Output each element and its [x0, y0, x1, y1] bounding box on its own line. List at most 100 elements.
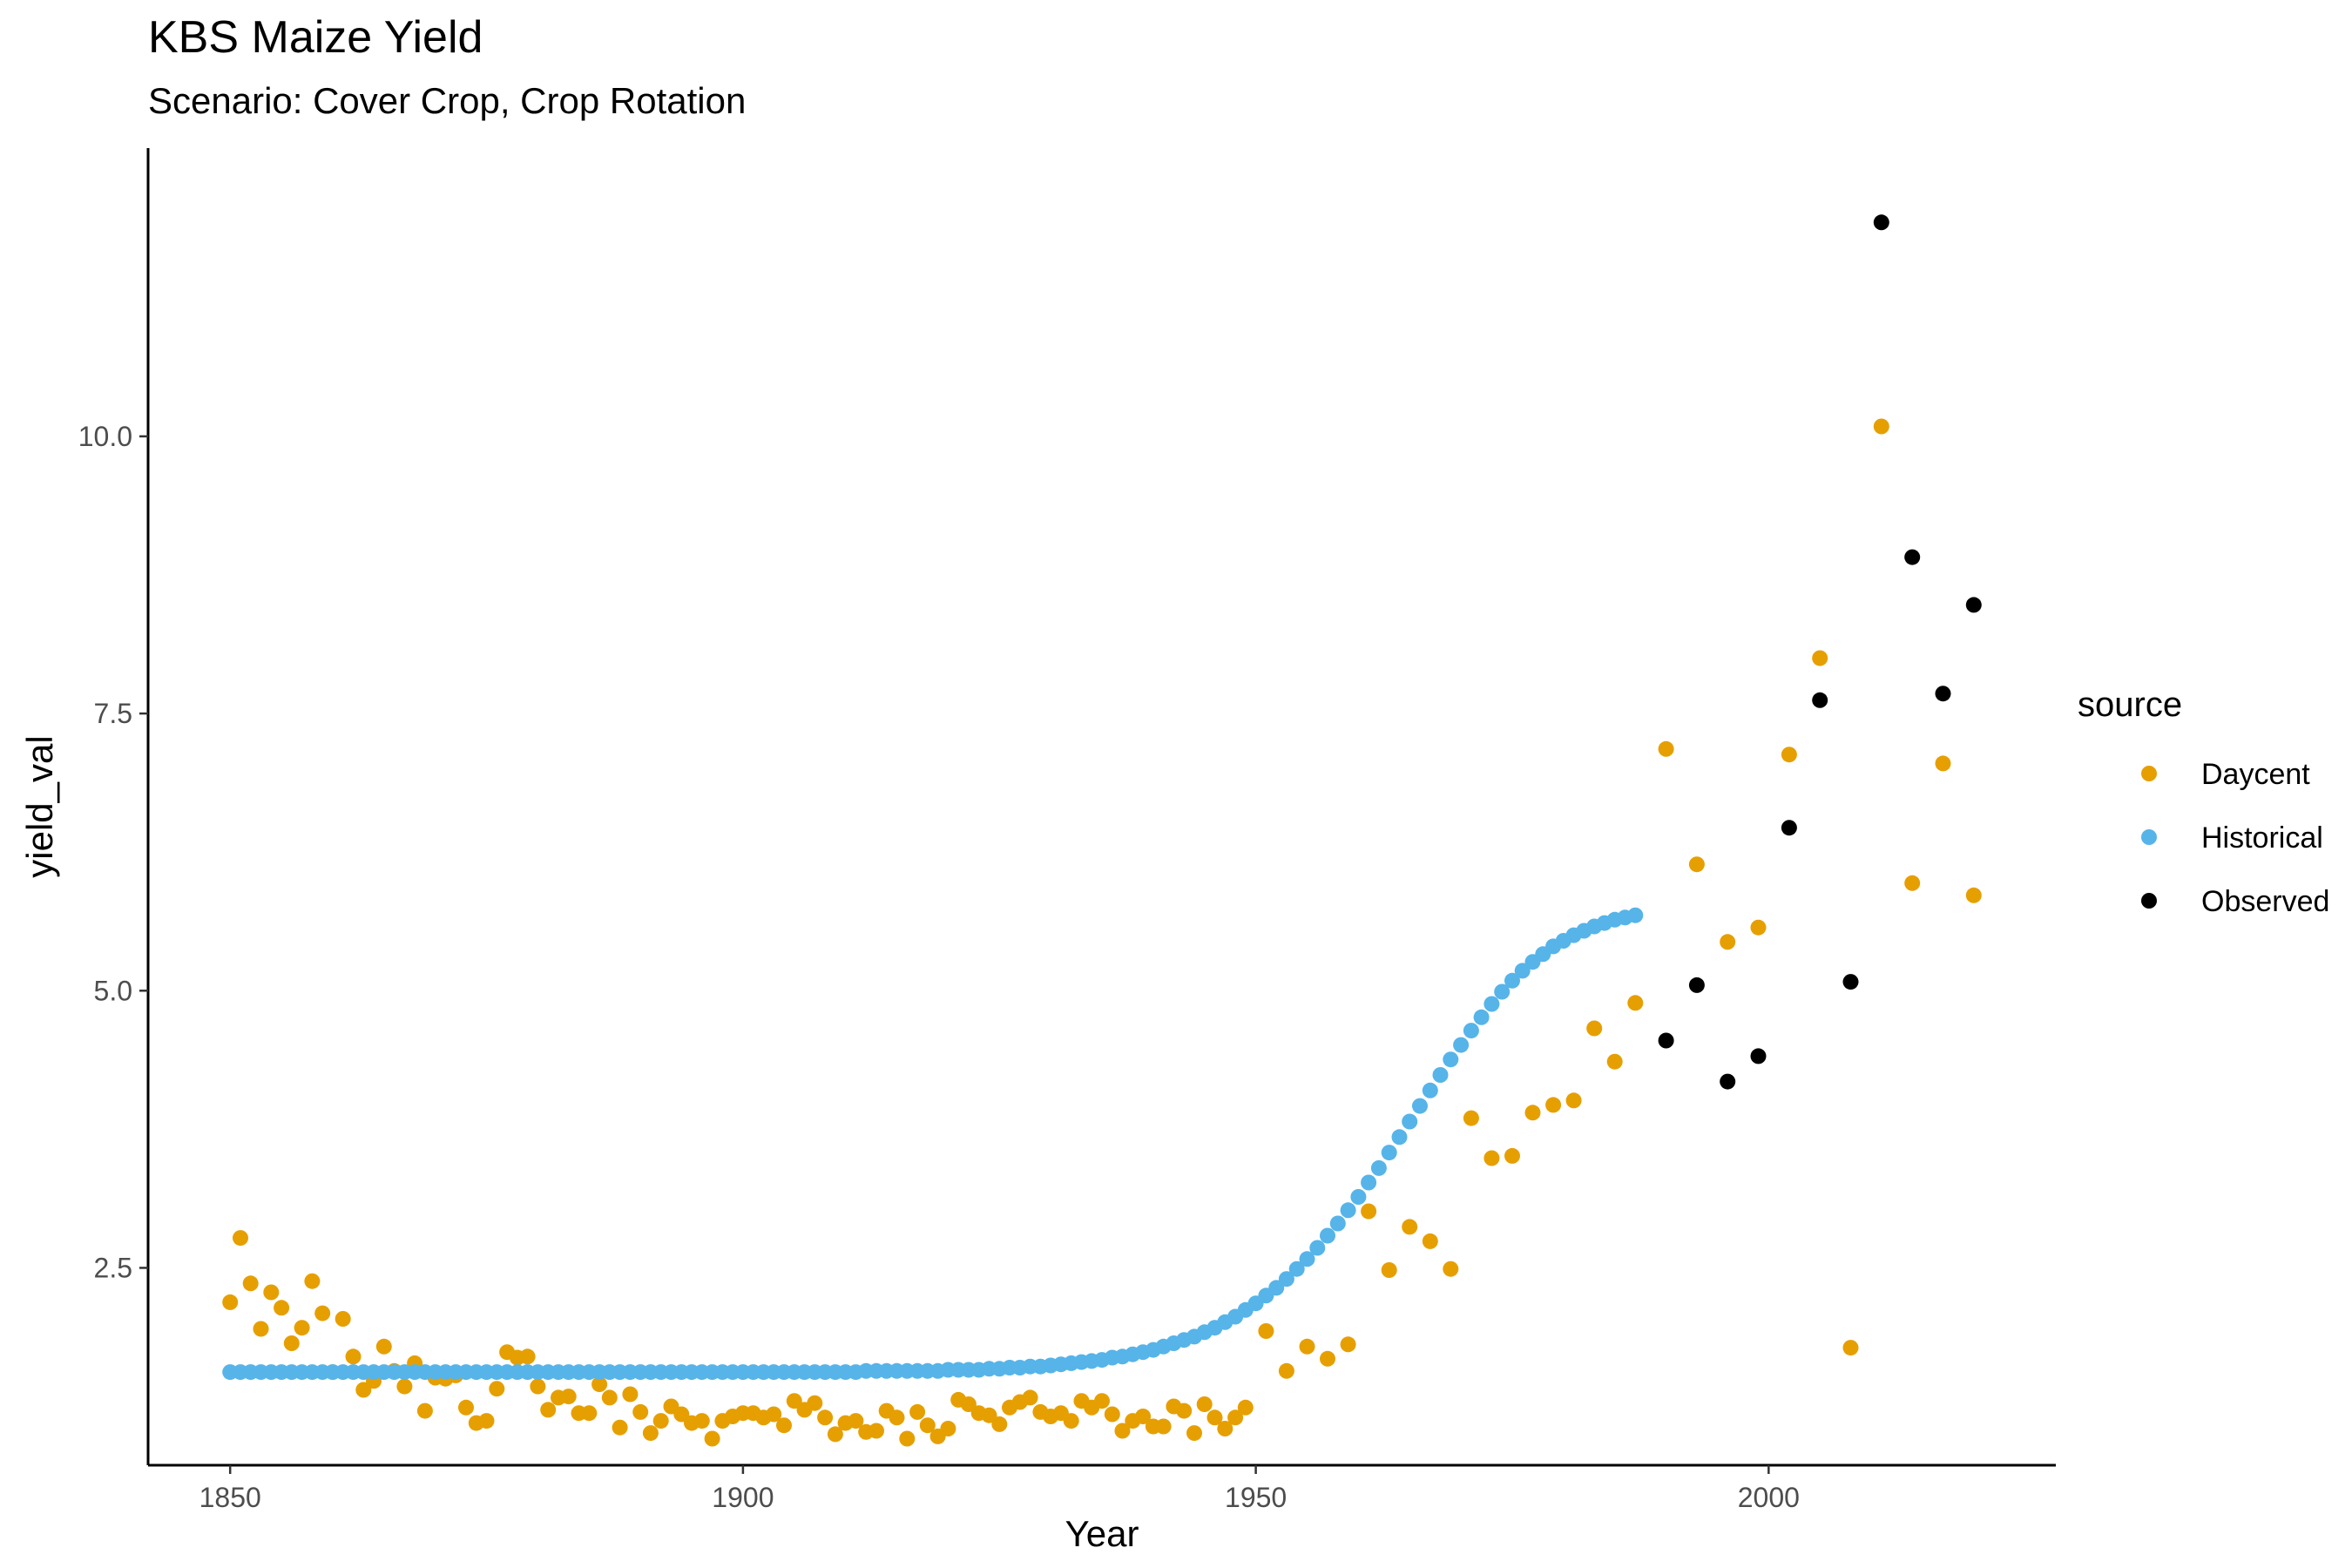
- daycent-point: [848, 1413, 864, 1429]
- observed-point: [1842, 974, 1859, 990]
- daycent-point: [1206, 1409, 1223, 1426]
- historical-point: [1627, 907, 1644, 923]
- daycent-point: [540, 1402, 557, 1418]
- historical-point: [1268, 1280, 1285, 1296]
- daycent-point: [1504, 1147, 1520, 1164]
- legend-key-historical: [2141, 829, 2157, 845]
- daycent-point: [416, 1402, 433, 1419]
- daycent-point: [1812, 650, 1828, 666]
- historical-point: [1350, 1189, 1367, 1205]
- daycent-point: [1258, 1323, 1274, 1339]
- daycent-point: [1196, 1396, 1213, 1412]
- daycent-point: [827, 1426, 843, 1443]
- legend-title: source: [2078, 686, 2182, 724]
- daycent-point: [1063, 1413, 1079, 1429]
- x-axis-title: Year: [1065, 1513, 1139, 1554]
- daycent-point: [489, 1381, 505, 1397]
- x-tick-label: 1900: [712, 1482, 774, 1513]
- daycent-point: [222, 1294, 239, 1310]
- historical-point: [1473, 1009, 1490, 1025]
- plot-points: [222, 214, 1982, 1447]
- historical-point: [1340, 1202, 1356, 1219]
- historical-point: [1288, 1260, 1305, 1277]
- daycent-point: [1750, 919, 1767, 936]
- daycent-point: [632, 1403, 649, 1420]
- daycent-point: [601, 1389, 618, 1406]
- observed-point: [1658, 1032, 1674, 1049]
- daycent-point: [1842, 1340, 1859, 1356]
- y-axis-ticks: 2.5 5.0 7.5 10.0: [78, 421, 148, 1283]
- daycent-point: [1443, 1260, 1459, 1277]
- daycent-point: [1565, 1092, 1582, 1109]
- daycent-point: [283, 1335, 300, 1351]
- daycent-point: [909, 1403, 926, 1420]
- daycent-point: [530, 1378, 546, 1395]
- daycent-point: [591, 1376, 608, 1393]
- daycent-point: [1873, 418, 1889, 435]
- daycent-point: [960, 1396, 977, 1412]
- daycent-point: [294, 1320, 310, 1336]
- daycent-point: [1340, 1336, 1356, 1353]
- legend: source Daycent Historical Observed: [2078, 686, 2329, 918]
- daycent-point: [1186, 1425, 1202, 1442]
- x-tick-label: 1850: [199, 1482, 261, 1513]
- historical-point: [1299, 1251, 1315, 1267]
- daycent-point: [1217, 1421, 1233, 1436]
- daycent-point: [304, 1273, 321, 1289]
- legend-key-daycent: [2141, 766, 2157, 781]
- historical-point: [1453, 1037, 1470, 1053]
- daycent-point: [1904, 875, 1921, 891]
- daycent-point: [673, 1406, 690, 1423]
- historical-point: [1514, 963, 1531, 979]
- daycent-point: [1545, 1097, 1562, 1113]
- chart-title: KBS Maize Yield: [148, 12, 483, 63]
- daycent-point: [1094, 1393, 1110, 1409]
- daycent-point: [1463, 1110, 1479, 1126]
- daycent-point: [1781, 747, 1797, 763]
- historical-point: [1278, 1271, 1294, 1288]
- daycent-point: [1361, 1203, 1377, 1220]
- daycent-point: [1627, 995, 1644, 1011]
- daycent-point: [1381, 1262, 1397, 1278]
- daycent-point: [889, 1409, 905, 1426]
- daycent-point: [612, 1419, 628, 1436]
- daycent-point: [1237, 1399, 1254, 1416]
- observed-point: [1720, 1073, 1736, 1090]
- daycent-point: [940, 1421, 956, 1436]
- historical-point: [1412, 1098, 1428, 1114]
- daycent-point: [642, 1425, 659, 1442]
- historical-point: [1422, 1082, 1438, 1098]
- observed-point: [1750, 1048, 1767, 1064]
- daycent-point: [1278, 1362, 1294, 1379]
- historical-point: [1309, 1240, 1326, 1256]
- daycent-point: [1606, 1053, 1623, 1070]
- y-axis-title: yield_val: [19, 735, 60, 877]
- daycent-point: [693, 1413, 710, 1429]
- daycent-point: [1299, 1338, 1315, 1355]
- daycent-point: [919, 1417, 936, 1434]
- daycent-point: [1965, 887, 1982, 903]
- legend-label-daycent: Daycent: [2201, 758, 2310, 791]
- daycent-point: [1935, 755, 1951, 772]
- daycent-point: [581, 1405, 598, 1422]
- legend-key-observed: [2141, 893, 2157, 909]
- legend-label-observed: Observed: [2201, 885, 2329, 918]
- observed-point: [1965, 597, 1982, 613]
- legend-entries: Daycent Historical Observed: [2141, 758, 2329, 918]
- daycent-point: [314, 1305, 331, 1321]
- observed-point: [1812, 692, 1828, 708]
- daycent-point: [622, 1386, 639, 1402]
- historical-point: [1402, 1113, 1418, 1130]
- chart-subtitle: Scenario: Cover Crop, Crop Rotation: [148, 80, 746, 121]
- daycent-point: [478, 1413, 495, 1429]
- historical-point: [1443, 1051, 1459, 1068]
- daycent-point: [1658, 740, 1674, 757]
- daycent-point: [233, 1230, 248, 1247]
- y-tick-label: 2.5: [94, 1252, 132, 1283]
- daycent-point: [1104, 1406, 1120, 1423]
- daycent-point: [1320, 1350, 1335, 1367]
- daycent-point: [345, 1348, 362, 1365]
- daycent-point: [375, 1338, 392, 1355]
- daycent-point: [458, 1399, 474, 1416]
- x-tick-label: 1950: [1225, 1482, 1287, 1513]
